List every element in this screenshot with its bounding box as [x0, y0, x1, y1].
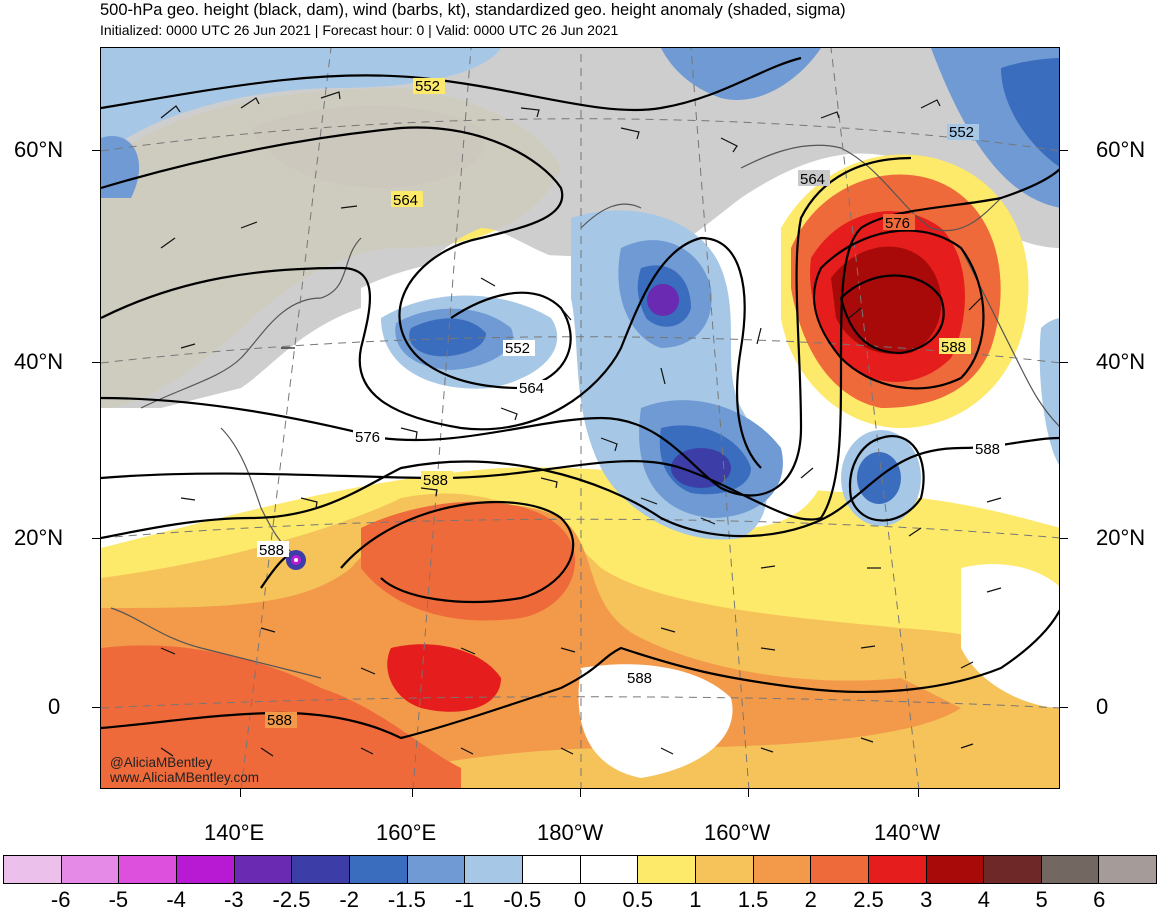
contour-label: 564: [519, 380, 544, 397]
colorbar-cell: [234, 856, 293, 883]
map-graphic: 552 552 564 552 564 564 576 576 588 588 …: [101, 48, 1059, 788]
lon-label-160e: 160°E: [376, 820, 437, 845]
contour-label: 588: [259, 542, 284, 559]
watermark-url: www.AliciaMBentley.com: [110, 770, 260, 785]
colorbar-cell: [349, 856, 408, 883]
colorbar-cell: [522, 856, 581, 883]
colorbar-label: 5: [1035, 887, 1048, 912]
colorbar-cell: [926, 856, 985, 883]
colorbar-cell: [984, 856, 1042, 883]
chart-subtitle: Initialized: 0000 UTC 26 Jun 2021 | Fore…: [100, 22, 619, 38]
lon-label-140w: 140°W: [874, 820, 941, 845]
lat-label-0-right: 0: [1096, 694, 1109, 719]
contour-label: 576: [355, 429, 380, 446]
lon-label-140e: 140°E: [204, 820, 265, 845]
colorbar-label: -5: [108, 887, 129, 912]
colorbar-cell: [465, 856, 523, 883]
map-panel: 552 552 564 552 564 564 576 576 588 588 …: [100, 47, 1060, 789]
contour-label: 552: [415, 78, 440, 95]
colorbar-label: 6: [1093, 887, 1106, 912]
colorbar-cell: [119, 856, 177, 883]
colorbar-label: -2.5: [272, 887, 311, 912]
lat-label-40n-right: 40°N: [1096, 349, 1146, 374]
lat-label-20n-right: 20°N: [1096, 525, 1146, 550]
contour-label: 576: [885, 215, 910, 232]
lat-label-20n-left: 20°N: [14, 525, 64, 550]
colorbar-cell: [1041, 856, 1100, 883]
colorbar-label: -4: [166, 887, 186, 912]
colorbar-label: 0: [573, 887, 587, 912]
colorbar-label: -6: [50, 887, 71, 912]
contour-label: 588: [627, 670, 652, 687]
colorbar-cell: [695, 856, 754, 883]
colorbar-label: -2: [339, 887, 359, 912]
colorbar-label: 1.5: [737, 887, 769, 912]
contour-label: 588: [423, 472, 448, 489]
contour-label: 564: [800, 171, 825, 188]
anomaly-colorbar: [3, 855, 1157, 884]
chart-title: 500-hPa geo. height (black, dam), wind (…: [100, 1, 846, 19]
colorbar-label: 2: [804, 887, 817, 912]
colorbar-cell: [176, 856, 235, 883]
contour-label: 552: [505, 340, 530, 357]
lat-label-40n-left: 40°N: [14, 349, 64, 374]
lat-label-60n-right: 60°N: [1096, 137, 1146, 162]
contour-label: 588: [975, 441, 1000, 458]
lat-label-0-left: 0: [48, 694, 61, 719]
colorbar-cell: [753, 856, 812, 883]
colorbar-label: 2.5: [853, 887, 884, 912]
watermark: @AliciaMBentley www.AliciaMBentley.com: [110, 755, 259, 785]
colorbar-label: -0.5: [503, 887, 542, 912]
contour-label: 564: [393, 192, 418, 209]
lon-label-180w: 180°W: [537, 820, 604, 845]
colorbar-cell: [580, 856, 639, 883]
lon-label-160w: 160°W: [704, 820, 771, 845]
colorbar-cell: [407, 856, 466, 883]
colorbar-cell: [1099, 856, 1157, 883]
colorbar-label: 4: [977, 887, 991, 912]
contour-label: 588: [941, 339, 966, 356]
colorbar-cell: [811, 856, 869, 883]
colorbar-cell: [4, 856, 62, 883]
lat-label-60n-left: 60°N: [14, 137, 64, 162]
colorbar-cell: [61, 856, 120, 883]
colorbar-cell: [292, 856, 350, 883]
watermark-handle: @AliciaMBentley: [110, 755, 213, 770]
colorbar-label: 1: [689, 887, 702, 912]
colorbar-label: 3: [920, 887, 933, 912]
colorbar-cell: [868, 856, 927, 883]
colorbar-cell: [638, 856, 696, 883]
colorbar-label: -1.5: [387, 887, 426, 912]
contour-label: 552: [949, 124, 974, 141]
colorbar-label: -1: [454, 887, 475, 912]
colorbar-label: -3: [224, 887, 244, 912]
colorbar-label: 0.5: [622, 887, 653, 912]
contour-label: 588: [267, 712, 292, 729]
